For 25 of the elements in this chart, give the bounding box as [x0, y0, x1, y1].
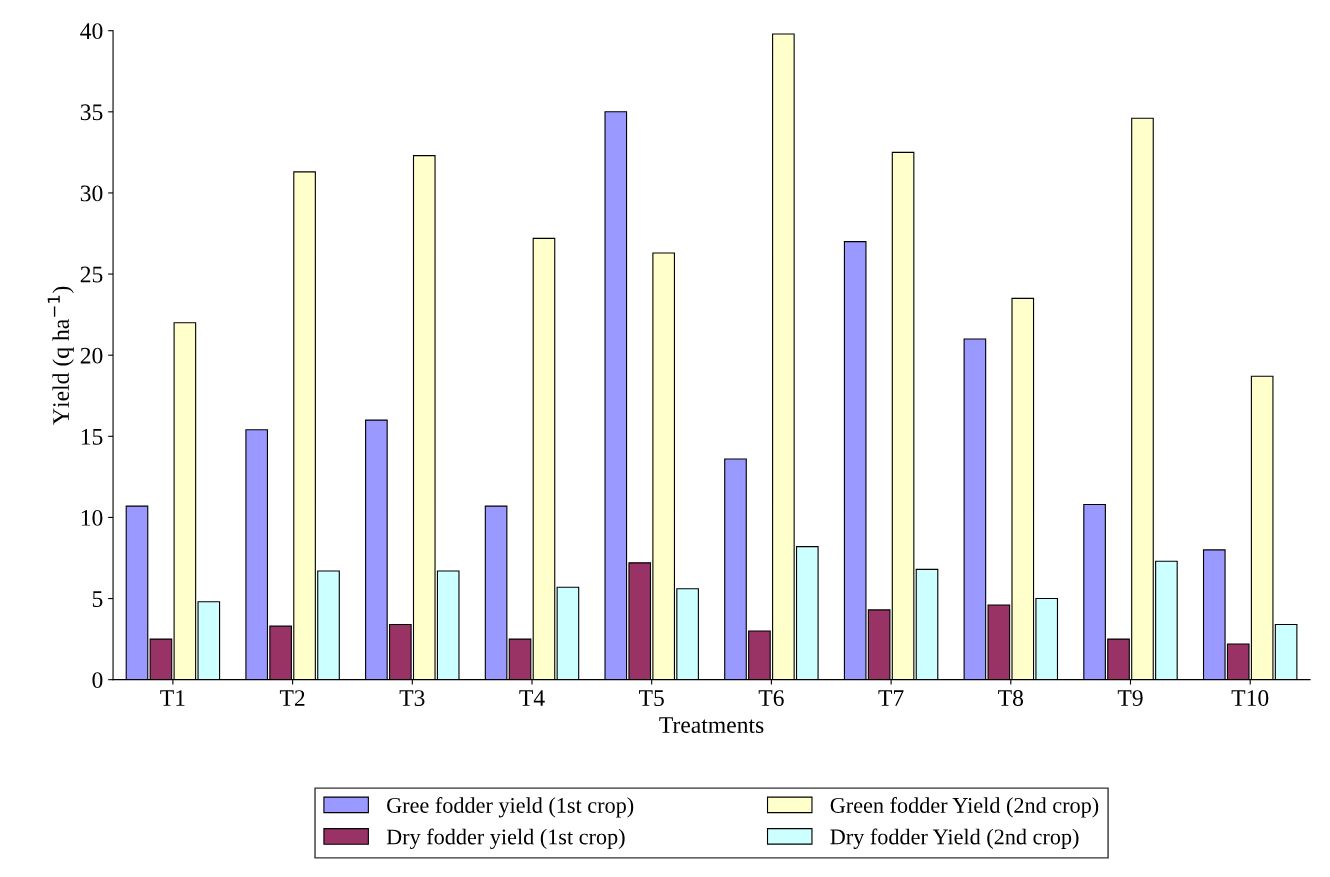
- y-tick-label: 5: [92, 591, 103, 607]
- y-axis-title: Yield (q ha$^{−1}$): [47, 286, 74, 425]
- x-tick-label: T1: [160, 690, 185, 706]
- x-tick-label: T9: [1117, 690, 1143, 707]
- y-tick-label: 40: [80, 23, 103, 40]
- legend-label: Dry fodder yield (1st crop): [386, 828, 625, 850]
- y-tick-label: 25: [80, 266, 103, 283]
- y-tick-label: 10: [81, 509, 103, 526]
- x-tick-label: T6: [758, 690, 784, 707]
- y-tick-label: 30: [80, 185, 103, 202]
- legend-label: Dry fodder Yield (2nd crop): [830, 828, 1079, 849]
- y-tick-label: 0: [92, 672, 103, 689]
- y-tick-label: 20: [80, 347, 103, 364]
- legend-label: Gree fodder yield (1st crop): [387, 797, 634, 818]
- x-tick-label: T5: [639, 690, 664, 707]
- x-tick-label: T2: [279, 690, 305, 706]
- x-tick-label: T8: [998, 690, 1024, 707]
- legend-label: Green fodder Yield (2nd crop): [830, 797, 1099, 818]
- x-axis-title: Treatments: [659, 717, 764, 733]
- y-tick-label: 35: [80, 104, 103, 121]
- x-tick-label: T3: [399, 690, 425, 707]
- x-tick-label: T10: [1231, 690, 1269, 707]
- x-tick-label: T7: [878, 690, 904, 706]
- x-tick-label: T4: [519, 690, 545, 706]
- y-tick-label: 15: [81, 428, 103, 445]
